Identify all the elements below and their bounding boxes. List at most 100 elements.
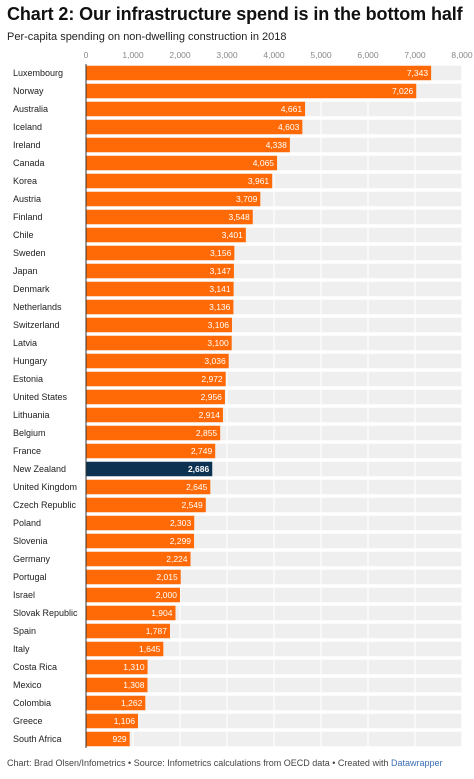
bar <box>86 515 195 531</box>
bar <box>86 335 232 351</box>
bar <box>86 533 195 549</box>
x-tick-label: 5,000 <box>310 50 332 60</box>
value-label: 1,787 <box>146 626 168 636</box>
chart-subtitle: Per-capita spending on non-dwelling cons… <box>7 31 287 43</box>
bar <box>86 191 261 207</box>
value-label: 2,855 <box>196 428 218 438</box>
category-label: Costa Rica <box>13 662 57 672</box>
x-tick-label: 0 <box>84 50 89 60</box>
value-label: 1,645 <box>139 644 161 654</box>
category-label: Belgium <box>13 428 46 438</box>
value-label: 2,000 <box>156 590 178 600</box>
bar <box>86 497 206 513</box>
category-label: United States <box>13 392 68 402</box>
category-label: Italy <box>13 644 30 654</box>
category-label: Norway <box>13 86 44 96</box>
category-label: Chile <box>13 230 34 240</box>
bar <box>86 425 221 441</box>
value-label: 3,106 <box>208 320 230 330</box>
chart-footer: Chart: Brad Olsen/Infometrics • Source: … <box>7 758 442 768</box>
category-label: Mexico <box>13 680 42 690</box>
category-label: Slovak Republic <box>13 608 78 618</box>
value-label: 2,224 <box>166 554 188 564</box>
bar <box>86 101 306 117</box>
value-label: 2,956 <box>201 392 223 402</box>
bar <box>86 731 130 747</box>
value-label: 1,308 <box>123 680 145 690</box>
value-label: 3,136 <box>209 302 231 312</box>
bar <box>86 587 180 603</box>
bar <box>86 353 229 369</box>
bar <box>86 551 191 567</box>
bar-chart: 0 1,000 2,000 3,000 4,000 5,000 6,000 7,000 8,00… <box>13 50 473 748</box>
value-label: 1,310 <box>123 662 145 672</box>
bar <box>86 389 225 405</box>
value-label: 4,661 <box>281 104 303 114</box>
bar <box>86 407 223 423</box>
bar <box>86 281 234 297</box>
category-label: Portugal <box>13 572 47 582</box>
category-label: Austria <box>13 194 41 204</box>
bar <box>86 371 226 387</box>
category-label: Poland <box>13 518 41 528</box>
bar <box>86 263 234 279</box>
value-label: 1,262 <box>121 698 143 708</box>
value-label: 3,036 <box>204 356 226 366</box>
category-label: Korea <box>13 176 37 186</box>
bar <box>86 83 417 99</box>
category-label: Japan <box>13 266 38 276</box>
chart-title: Chart 2: Our infrastructure spend is in … <box>7 4 463 24</box>
value-label: 3,401 <box>222 230 244 240</box>
category-label: Israel <box>13 590 35 600</box>
value-label: 4,338 <box>266 140 288 150</box>
bar <box>86 443 216 459</box>
bar <box>86 317 232 333</box>
category-label: Slovenia <box>13 536 48 546</box>
bar <box>86 227 246 243</box>
value-label: 4,603 <box>278 122 300 132</box>
category-label: Lithuania <box>13 410 50 420</box>
category-label: Latvia <box>13 338 37 348</box>
value-label: 7,343 <box>407 68 429 78</box>
value-label: 2,645 <box>186 482 208 492</box>
x-tick-label: 7,000 <box>404 50 426 60</box>
bar <box>86 245 235 261</box>
category-label: Greece <box>13 716 43 726</box>
value-label: 1,904 <box>151 608 173 618</box>
value-label: 2,749 <box>191 446 213 456</box>
bar <box>86 677 148 693</box>
x-tick-label: 8,000 <box>451 50 473 60</box>
bar <box>86 479 211 495</box>
category-label: New Zealand <box>13 464 66 474</box>
bar <box>86 569 181 585</box>
bar <box>86 299 234 315</box>
category-label: Germany <box>13 554 51 564</box>
bar <box>86 461 213 477</box>
value-label: 2,914 <box>199 410 221 420</box>
category-label: Iceland <box>13 122 42 132</box>
value-label: 4,065 <box>253 158 275 168</box>
bar <box>86 119 303 135</box>
value-label: 3,961 <box>248 176 270 186</box>
value-label: 2,686 <box>188 464 210 474</box>
bar <box>86 209 253 225</box>
category-label: United Kingdom <box>13 482 77 492</box>
category-label: Czech Republic <box>13 500 77 510</box>
datawrapper-link[interactable]: Datawrapper <box>390 758 443 768</box>
category-label: Switzerland <box>13 320 60 330</box>
bar <box>86 605 176 621</box>
category-label: Denmark <box>13 284 50 294</box>
category-label: Luxembourg <box>13 68 63 78</box>
x-tick-label: 4,000 <box>263 50 285 60</box>
value-label: 2,303 <box>170 518 192 528</box>
category-label: Spain <box>13 626 36 636</box>
value-label: 2,549 <box>182 500 204 510</box>
bar <box>86 623 170 639</box>
value-label: 2,299 <box>170 536 192 546</box>
x-tick-label: 2,000 <box>169 50 191 60</box>
category-label: Hungary <box>13 356 48 366</box>
bar <box>86 641 164 657</box>
value-label: 3,709 <box>236 194 258 204</box>
footer-credit: Chart: Brad Olsen/Infometrics • Source: … <box>7 758 391 768</box>
x-tick-label: 6,000 <box>357 50 379 60</box>
